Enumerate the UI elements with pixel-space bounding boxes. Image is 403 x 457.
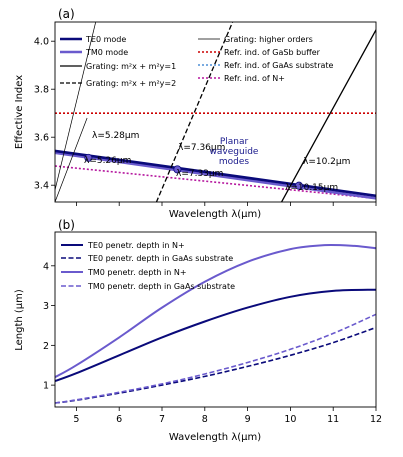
series-te0-penetr-depth-in-n — [55, 288, 376, 383]
series-grating-higher-orders-0 — [55, 22, 97, 191]
annotation-te-10-2: λ=10.2μm — [303, 157, 350, 167]
region-label-line1: Planar — [220, 137, 249, 147]
a-ytick-label-0: 3.4 — [34, 181, 49, 192]
panel-a-label: (a) — [58, 7, 75, 21]
a-ytick-label-2: 3.8 — [34, 85, 49, 96]
legend-higher-orders-label: Grating: higher orders — [224, 35, 313, 44]
b-ytick-label-2: 3 — [43, 301, 49, 312]
series-refr-ind-of-n — [55, 165, 376, 200]
legend-tm0-gaas-label: TM0 penetr. depth in GaAs substrate — [87, 282, 235, 291]
annotation-tm-10-15: λ=10.15μm — [285, 183, 338, 193]
panel-b-xlabel: Wavelength λ(μm) — [169, 432, 261, 443]
region-label-line3: modes — [219, 157, 250, 167]
panel-b-label: (b) — [58, 218, 75, 232]
crossing-marker-0 — [84, 153, 93, 162]
legend-te0-label: TE0 mode — [85, 35, 126, 44]
series-tm0-mode — [55, 151, 376, 200]
b-ytick-label-0: 1 — [43, 381, 49, 392]
legend-gasb-label: Refr. ind. of GaSb buffer — [224, 48, 321, 57]
annotation-te-7-36: λ=7.36μm — [178, 143, 225, 153]
b-xtick-label-0: 5 — [73, 414, 79, 425]
annotation-tm-5-26: λ=5.26μm — [84, 156, 131, 166]
legend-tm0-nplus-label: TM0 penetr. depth in N+ — [87, 268, 187, 277]
series-te0-mode — [55, 149, 376, 198]
legend-gaas-label: Refr. ind. of GaAs substrate — [224, 61, 334, 70]
b-xtick-label-5: 10 — [284, 414, 296, 425]
b-xtick-label-2: 7 — [159, 414, 165, 425]
legend-te0-nplus-label: TE0 penetr. depth in N+ — [87, 241, 185, 250]
annotation-te-5-28: λ=5.28μm — [92, 131, 139, 141]
panel-b-ylabel: Length (μm) — [14, 289, 25, 351]
legend-grating1-label: Grating: m²x + m²y=1 — [86, 62, 176, 71]
b-ytick-label-3: 4 — [43, 261, 49, 272]
b-xtick-label-1: 6 — [116, 414, 122, 425]
panel-b-frame — [54, 231, 377, 408]
b-xtick-label-7: 12 — [370, 414, 382, 425]
region-label-line2: waveguide — [210, 147, 259, 157]
a-ytick-label-1: 3.6 — [34, 133, 49, 144]
crossing-marker-1 — [173, 165, 182, 174]
b-ytick-label-1: 2 — [43, 341, 49, 352]
panel-a-frame — [54, 21, 377, 203]
b-xtick-label-6: 11 — [327, 414, 339, 425]
series-grating-higher-orders-1 — [55, 117, 88, 202]
panel-a-legend: TE0 mode TM0 mode Grating: m²x + m²y=1 G… — [60, 35, 334, 88]
b-xtick-label-4: 9 — [245, 414, 251, 425]
legend-nplus-label: Refr. ind. of N+ — [224, 74, 285, 83]
series-te0-penetr-depth-in-gaas-substrate — [55, 326, 376, 404]
legend-te0-gaas-label: TE0 penetr. depth in GaAs substrate — [87, 254, 233, 263]
a-ytick-label-3: 4.0 — [34, 37, 49, 48]
series-grating-m-x-m-y-1 — [280, 28, 376, 202]
series-tm0-penetr-depth-in-n — [55, 243, 376, 379]
panel-b-legend: TE0 penetr. depth in N+ TE0 penetr. dept… — [61, 241, 235, 291]
b-xtick-label-3: 8 — [202, 414, 208, 425]
series-tm0-penetr-depth-in-gaas-substrate — [55, 313, 376, 404]
legend-grating2-label: Grating: m²x + m²y=2 — [86, 79, 176, 88]
panel-a-xlabel: Wavelength λ(μm) — [169, 209, 261, 220]
crossing-marker-2 — [294, 181, 303, 190]
series-grating-m-x-m-y-2 — [155, 22, 234, 202]
legend-tm0-label: TM0 mode — [85, 48, 128, 57]
annotation-tm-7-33: λ=7.33μm — [176, 169, 223, 179]
panel-a-ylabel: Effective Index — [14, 75, 25, 149]
